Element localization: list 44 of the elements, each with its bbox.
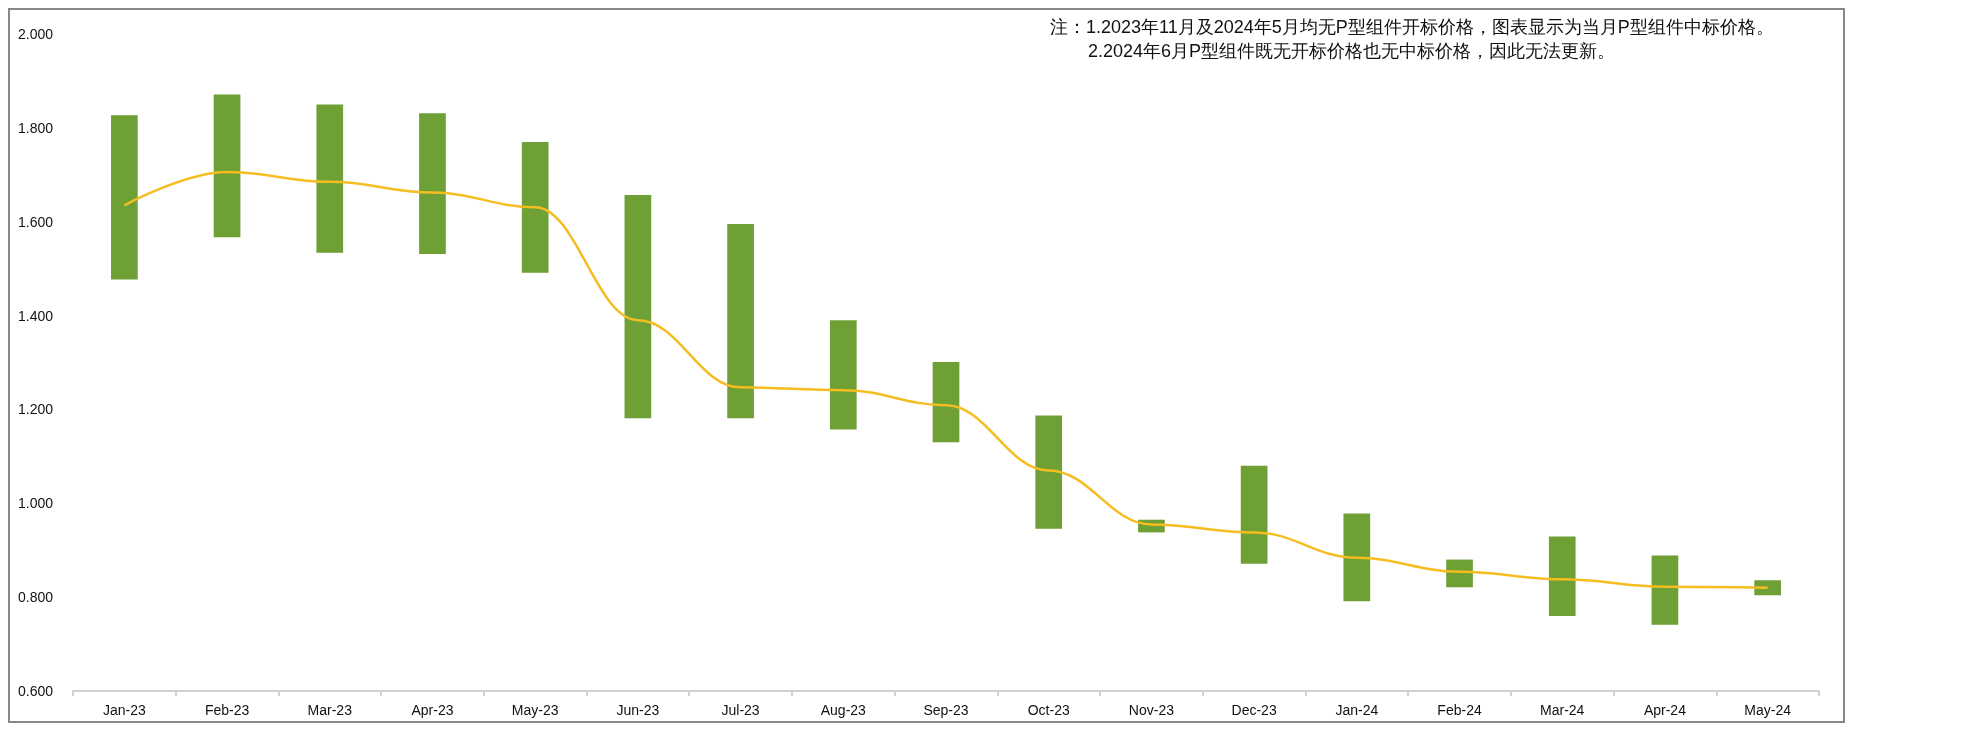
- bar: [1651, 555, 1679, 625]
- line-series: [123, 170, 1769, 590]
- y-tick-label: 1.800: [17, 119, 54, 136]
- x-tick-label: Jan-24: [1335, 702, 1379, 718]
- x-tick-label: Apr-24: [1643, 702, 1687, 718]
- x-tick-label: Sep-23: [923, 702, 969, 718]
- x-tick-label: Mar-23: [307, 702, 353, 718]
- bar: [932, 362, 960, 443]
- y-tick-label: 1.200: [17, 401, 54, 418]
- x-tick-label: Aug-23: [820, 702, 867, 718]
- bar: [213, 94, 241, 238]
- bar: [1343, 513, 1371, 602]
- y-tick-label: 1.600: [17, 213, 54, 230]
- x-tick-label: Nov-23: [1128, 702, 1175, 718]
- y-tick-label: 1.000: [17, 495, 54, 512]
- y-tick-label: 0.800: [17, 589, 54, 606]
- y-tick-label: 0.600: [17, 683, 54, 699]
- x-tick-label: Apr-23: [411, 702, 454, 718]
- bar: [829, 320, 857, 430]
- y-tick-label: 1.400: [17, 307, 54, 324]
- x-tick-label: May-23: [511, 702, 559, 718]
- x-tick-label: Oct-23: [1027, 702, 1070, 718]
- x-tick-label: Jan-23: [102, 702, 146, 718]
- x-tick-label: Jun-23: [616, 702, 660, 718]
- bar: [1754, 580, 1781, 596]
- bar: [1035, 415, 1063, 529]
- bar: [111, 115, 138, 280]
- bar: [521, 141, 549, 273]
- x-tick-label: Dec-23: [1231, 702, 1277, 718]
- bar: [1240, 465, 1268, 564]
- bar: [316, 104, 344, 253]
- x-tick-label: Jul-23: [721, 702, 760, 718]
- bar: [727, 224, 754, 419]
- x-tick-label: Feb-24: [1437, 702, 1482, 718]
- bar: [624, 194, 652, 419]
- x-tick-label: May-24: [1744, 702, 1792, 718]
- y-tick-label: 2.000: [17, 26, 54, 42]
- bar: [1446, 559, 1473, 588]
- bar: [419, 113, 446, 255]
- x-tick-label: Feb-23: [204, 702, 250, 718]
- annotation: 注：1.2023年11月及2024年5月均无P型组件开标价格，图表显示为当月P型组件中标价格。: [1050, 17, 1774, 37]
- annotation: 2.2024年6月P型组件既无开标价格也无中标价格，因此无法更新。: [1088, 41, 1616, 61]
- x-tick-label: Mar-24: [1540, 702, 1585, 718]
- bar: [1548, 536, 1576, 616]
